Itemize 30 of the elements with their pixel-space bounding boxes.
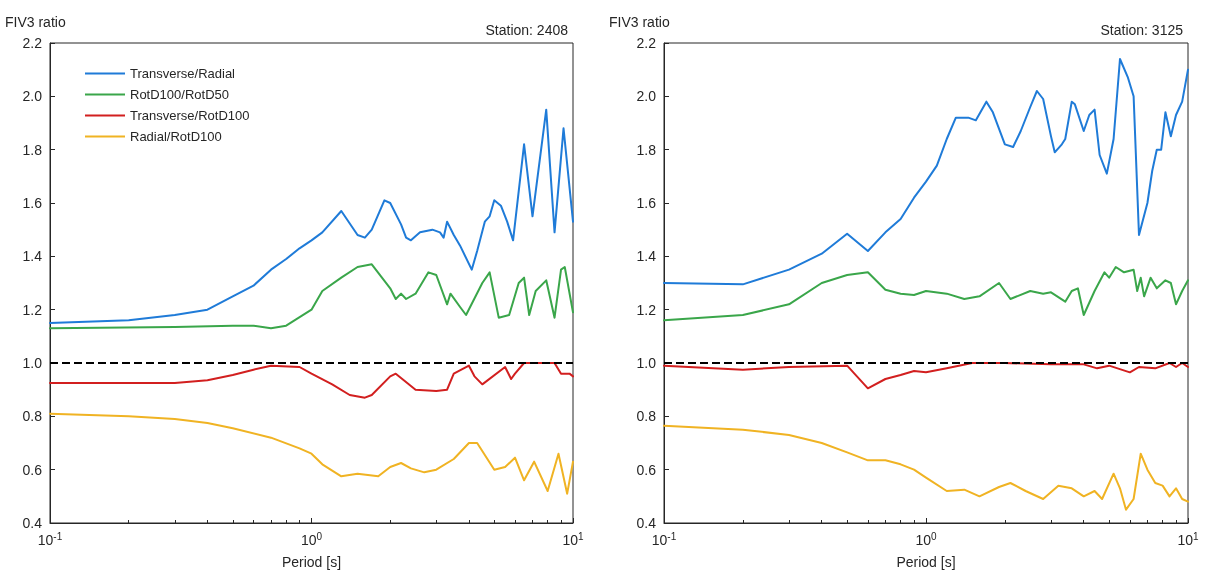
y-tick-label: 1.8 bbox=[22, 141, 43, 158]
y-tick-label: 1.0 bbox=[636, 355, 657, 371]
y-tick-label: 0.6 bbox=[22, 461, 43, 478]
y-tick-label: 1.0 bbox=[22, 355, 43, 371]
x-axis-title: Period [s] bbox=[281, 554, 342, 570]
y-tick-label: 0.4 bbox=[636, 515, 657, 531]
y-tick-label: 1.6 bbox=[22, 195, 43, 211]
y-tick-label: 1.6 bbox=[636, 195, 657, 211]
y-tick-label: 1.4 bbox=[22, 248, 43, 265]
y-tick-label: 2.0 bbox=[22, 88, 43, 105]
chart-title: Station: 2408 bbox=[485, 22, 569, 38]
y-tick-label: 0.8 bbox=[636, 408, 657, 425]
x-axis-title: Period [s] bbox=[896, 554, 956, 570]
y-tick-label: 1.2 bbox=[22, 301, 43, 318]
y-tick-label: 0.8 bbox=[22, 408, 43, 425]
legend-label: Radial/RotD100 bbox=[130, 129, 222, 144]
y-tick-label: 1.4 bbox=[636, 248, 657, 265]
y-tick-label: 2.2 bbox=[22, 35, 43, 51]
y-tick-label: 1.2 bbox=[636, 301, 657, 318]
y-tick-label: 0.4 bbox=[22, 515, 43, 531]
y-tick-label: 0.6 bbox=[636, 461, 657, 478]
y-tick-label: 2.2 bbox=[636, 35, 657, 51]
legend-label: Transverse/Radial bbox=[130, 66, 236, 81]
y-axis-title: FIV3 ratio bbox=[5, 14, 66, 30]
chart-title: Station: 3125 bbox=[1100, 22, 1184, 38]
y-tick-label: 2.0 bbox=[636, 88, 657, 105]
legend-label: Transverse/RotD100 bbox=[130, 108, 250, 123]
y-tick-label: 1.8 bbox=[636, 141, 657, 158]
legend-label: RotD100/RotD50 bbox=[130, 87, 229, 102]
y-axis-title: FIV3 ratio bbox=[609, 14, 670, 30]
